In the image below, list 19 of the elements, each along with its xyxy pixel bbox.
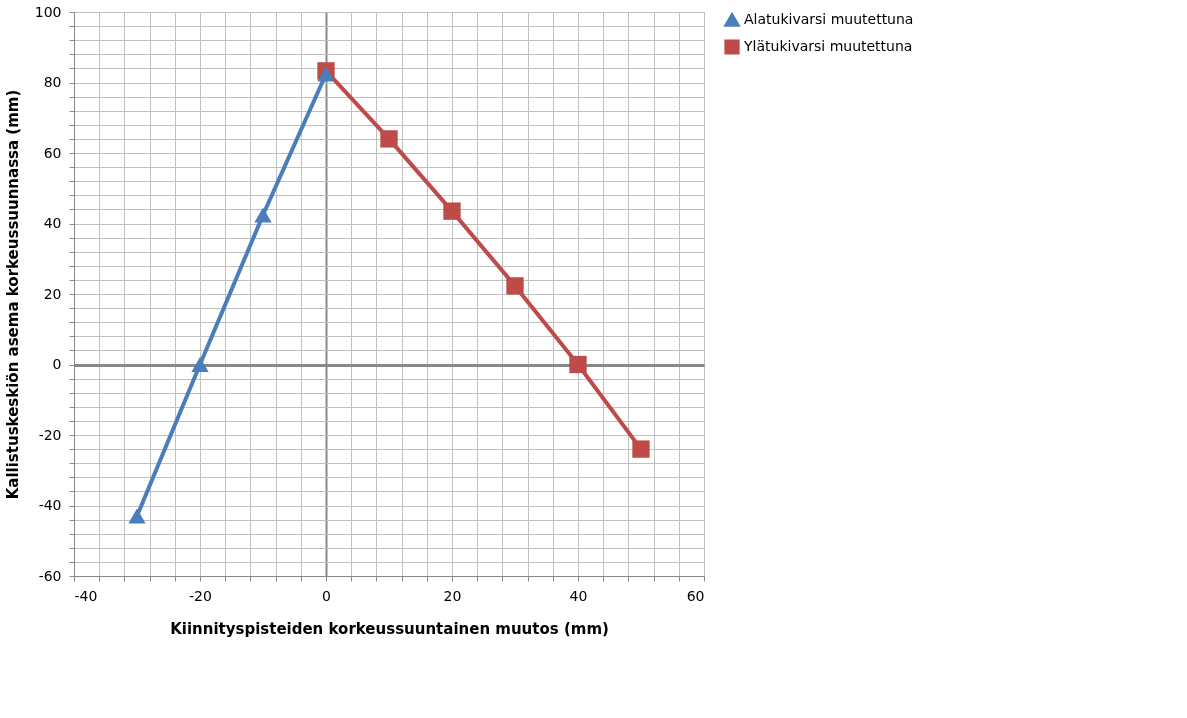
y-tick-label: 40 [43,215,62,231]
y-tick-label: 80 [43,74,62,90]
y-tick-label: -20 [38,426,62,443]
y-tick-label: 20 [43,285,62,302]
x-tick-label: -40 [74,587,98,604]
y-tick-label: -60 [38,567,62,584]
x-tick-label: 0 [322,587,331,604]
x-tick-label: 60 [686,587,705,604]
y-tick-label: 100 [34,3,62,20]
x-tick-label: 40 [569,587,588,604]
legend-label: Alatukivarsi muutettuna [744,11,914,27]
legend-label: Ylätukivarsi muutettuna [743,38,913,54]
y-axis-title: Kallistuskeskiön asema korkeussuunnassa (mm) [3,89,22,500]
x-tick-label: 20 [443,587,462,604]
y-tick-label: 60 [43,144,62,161]
x-tick-label: -20 [189,587,212,604]
x-axis-title: Kiinnityspisteiden korkeussuuntainen muutos (mm) [170,619,609,638]
y-tick-label: 0 [52,356,62,372]
y-tick-label: -40 [38,497,62,513]
